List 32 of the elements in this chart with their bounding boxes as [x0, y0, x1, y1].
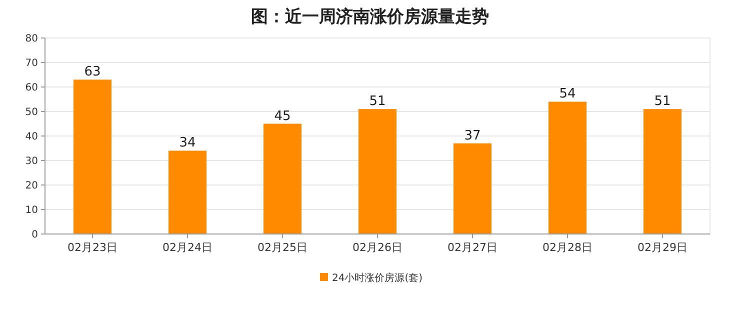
y-tick-label: 80 — [25, 34, 38, 44]
bar — [454, 143, 492, 234]
y-tick-label: 40 — [25, 132, 38, 142]
x-tick-label: 02月28日 — [542, 241, 592, 254]
x-tick-label: 02月26日 — [352, 241, 402, 254]
data-label: 34 — [179, 136, 196, 151]
y-tick-label: 30 — [25, 156, 38, 167]
y-tick-label: 10 — [25, 205, 38, 216]
data-label: 54 — [559, 86, 576, 102]
data-label: 51 — [654, 94, 671, 110]
bar — [644, 109, 682, 234]
x-tick-label: 02月23日 — [68, 241, 118, 254]
data-label: 37 — [464, 128, 481, 144]
y-tick-label: 70 — [25, 58, 38, 69]
y-tick-label: 50 — [25, 107, 38, 118]
x-tick-label: 02月27日 — [448, 241, 498, 254]
legend-label: 24小时涨价房源(套) — [332, 272, 423, 284]
bar — [358, 109, 396, 234]
x-tick-label: 02月25日 — [258, 241, 308, 254]
bar — [168, 150, 206, 234]
y-tick-label: 20 — [25, 180, 38, 192]
data-label: 51 — [369, 94, 386, 110]
bar — [548, 102, 586, 234]
x-tick-label: 02月29日 — [638, 241, 688, 254]
bar — [264, 124, 302, 234]
chart-title: 图：近一周济南涨价房源量走势 — [251, 7, 489, 27]
y-tick-label: 60 — [25, 82, 38, 94]
x-tick-label: 02月24日 — [162, 241, 212, 254]
bar — [74, 80, 112, 234]
data-label: 63 — [84, 64, 101, 80]
data-label: 45 — [274, 108, 291, 124]
y-tick-label: 0 — [32, 230, 38, 240]
